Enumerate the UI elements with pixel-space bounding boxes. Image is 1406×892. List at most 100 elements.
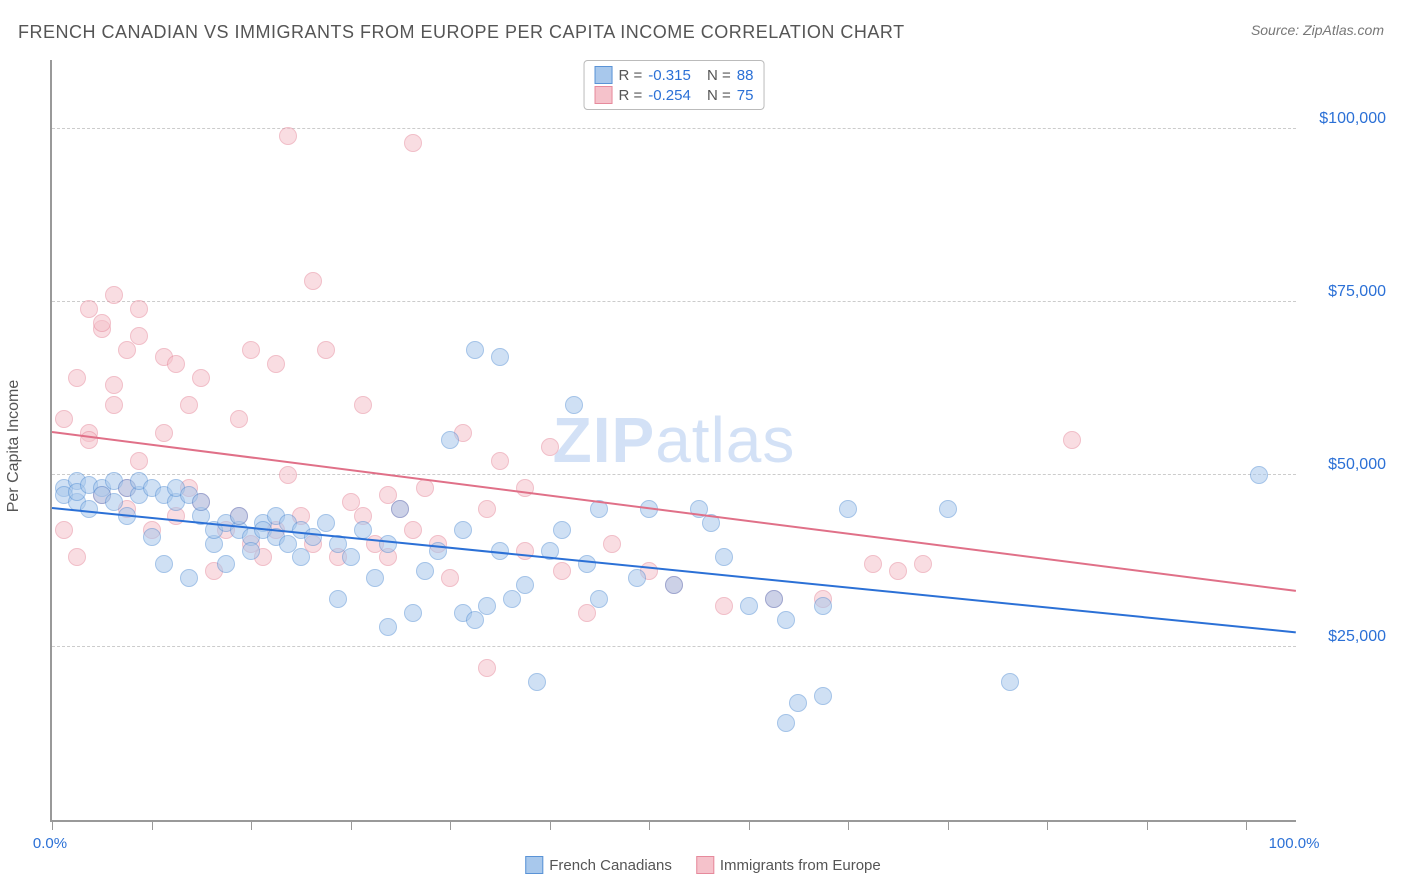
gridline (52, 646, 1296, 647)
x-tick (1246, 820, 1247, 830)
scatter-point-pink (715, 597, 733, 615)
scatter-point-pink (167, 355, 185, 373)
scatter-point-blue (740, 597, 758, 615)
scatter-point-pink (118, 341, 136, 359)
scatter-point-pink (441, 569, 459, 587)
scatter-point-pink (553, 562, 571, 580)
scatter-point-pink (55, 521, 73, 539)
scatter-point-pink (130, 327, 148, 345)
scatter-point-pink (68, 548, 86, 566)
stats-row-blue: R = -0.315 N = 88 (595, 65, 754, 85)
scatter-point-pink (889, 562, 907, 580)
scatter-point-pink (55, 410, 73, 428)
scatter-point-blue (528, 673, 546, 691)
scatter-point-blue (777, 714, 795, 732)
scatter-point-blue (839, 500, 857, 518)
x-tick (649, 820, 650, 830)
swatch-pink-icon (595, 86, 613, 104)
scatter-point-blue (789, 694, 807, 712)
scatter-point-blue (379, 618, 397, 636)
stats-row-pink: R = -0.254 N = 75 (595, 85, 754, 105)
scatter-point-pink (130, 452, 148, 470)
scatter-point-pink (68, 369, 86, 387)
scatter-point-blue (715, 548, 733, 566)
x-tick (749, 820, 750, 830)
watermark: ZIPatlas (553, 403, 796, 477)
scatter-point-blue (665, 576, 683, 594)
x-tick-label: 100.0% (1269, 835, 1320, 852)
scatter-point-pink (192, 369, 210, 387)
scatter-point-pink (105, 286, 123, 304)
scatter-point-blue (491, 348, 509, 366)
scatter-point-blue (379, 535, 397, 553)
scatter-point-blue (155, 555, 173, 573)
scatter-point-blue (180, 569, 198, 587)
swatch-blue-icon (595, 66, 613, 84)
gridline (52, 474, 1296, 475)
scatter-point-pink (242, 341, 260, 359)
stats-box: R = -0.315 N = 88 R = -0.254 N = 75 (584, 60, 765, 110)
x-tick (251, 820, 252, 830)
scatter-point-pink (478, 659, 496, 677)
y-tick-label: $25,000 (1328, 628, 1386, 646)
scatter-point-pink (491, 452, 509, 470)
scatter-point-blue (1250, 466, 1268, 484)
scatter-point-blue (814, 687, 832, 705)
scatter-point-pink (105, 376, 123, 394)
x-tick (1147, 820, 1148, 830)
scatter-point-pink (105, 396, 123, 414)
scatter-point-blue (317, 514, 335, 532)
x-tick (152, 820, 153, 830)
scatter-point-blue (590, 590, 608, 608)
x-tick (550, 820, 551, 830)
scatter-point-blue (80, 500, 98, 518)
scatter-point-pink (578, 604, 596, 622)
scatter-point-pink (404, 134, 422, 152)
x-tick (948, 820, 949, 830)
scatter-point-pink (354, 396, 372, 414)
x-tick (450, 820, 451, 830)
scatter-point-pink (93, 314, 111, 332)
scatter-point-pink (864, 555, 882, 573)
scatter-point-blue (230, 507, 248, 525)
scatter-point-blue (1001, 673, 1019, 691)
scatter-point-blue (242, 542, 260, 560)
scatter-point-pink (304, 272, 322, 290)
scatter-point-blue (814, 597, 832, 615)
scatter-point-blue (217, 555, 235, 573)
scatter-point-pink (317, 341, 335, 359)
x-tick (848, 820, 849, 830)
scatter-point-pink (279, 466, 297, 484)
scatter-point-pink (914, 555, 932, 573)
scatter-point-pink (180, 396, 198, 414)
scatter-point-pink (516, 479, 534, 497)
scatter-point-pink (80, 431, 98, 449)
scatter-point-pink (155, 424, 173, 442)
scatter-point-blue (404, 604, 422, 622)
scatter-point-pink (478, 500, 496, 518)
y-tick-label: $100,000 (1319, 110, 1386, 128)
scatter-point-blue (777, 611, 795, 629)
scatter-point-blue (478, 597, 496, 615)
swatch-blue-icon (525, 856, 543, 874)
scatter-point-blue (292, 548, 310, 566)
scatter-point-blue (466, 341, 484, 359)
scatter-point-blue (454, 521, 472, 539)
scatter-point-pink (541, 438, 559, 456)
swatch-pink-icon (696, 856, 714, 874)
scatter-point-blue (366, 569, 384, 587)
scatter-point-blue (304, 528, 322, 546)
scatter-point-pink (130, 300, 148, 318)
chart-title: FRENCH CANADIAN VS IMMIGRANTS FROM EUROP… (18, 22, 905, 43)
scatter-point-blue (578, 555, 596, 573)
scatter-point-pink (279, 127, 297, 145)
scatter-point-blue (553, 521, 571, 539)
scatter-point-blue (329, 590, 347, 608)
source-attribution: Source: ZipAtlas.com (1251, 22, 1384, 38)
x-tick (1047, 820, 1048, 830)
scatter-point-pink (230, 410, 248, 428)
scatter-point-blue (466, 611, 484, 629)
scatter-point-blue (503, 590, 521, 608)
y-tick-label: $75,000 (1328, 283, 1386, 301)
x-tick (52, 820, 53, 830)
